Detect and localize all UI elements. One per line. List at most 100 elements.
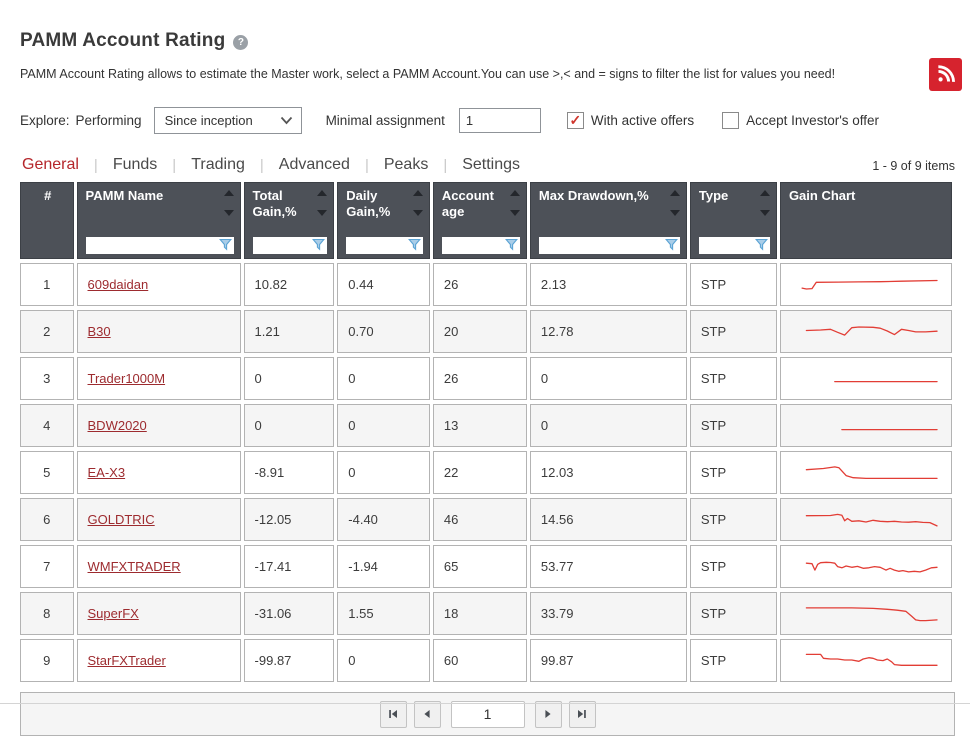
previous-page-button[interactable] (413, 700, 441, 728)
daily-gain-cell: 0 (337, 451, 430, 494)
period-select[interactable]: Since inception (153, 107, 302, 134)
column-header-age[interactable]: Account age (432, 182, 527, 259)
min-assignment-label: Minimal assignment (325, 113, 445, 128)
pamm-account-link[interactable]: StarFXTrader (87, 653, 166, 668)
arrow-left-icon (424, 710, 430, 718)
column-header-drawdown[interactable]: Max Drawdown,% (529, 182, 687, 259)
pamm-account-link[interactable]: WMFXTRADER (87, 559, 181, 574)
sort-arrows-icon[interactable] (669, 190, 680, 216)
tab-separator: | (443, 156, 448, 174)
filter-cell-age (441, 236, 520, 254)
performing-label: Performing (75, 113, 142, 128)
filter-input-drawdown[interactable] (538, 237, 680, 254)
last-page-button[interactable] (568, 700, 596, 728)
column-header-name[interactable]: PAMM Name (76, 182, 241, 259)
help-icon[interactable]: ? (233, 34, 249, 50)
type-cell: STP (689, 451, 777, 494)
min-assignment-input[interactable] (458, 108, 541, 133)
account-age-cell: 18 (432, 592, 527, 635)
first-page-button[interactable] (379, 700, 407, 728)
items-count: 1 - 9 of 9 items (872, 159, 955, 173)
accept-investor-offer-label: Accept Investor's offer (746, 113, 880, 128)
tab-general[interactable]: General (22, 156, 79, 173)
sort-arrows-icon[interactable] (509, 190, 520, 221)
filter-icon[interactable] (407, 238, 421, 251)
sort-desc-icon[interactable] (223, 210, 234, 216)
period-select-value: Since inception (164, 113, 253, 128)
column-label-name: PAMM Name (85, 188, 164, 203)
total-gain-cell: -99.87 (243, 639, 335, 682)
sort-asc-icon[interactable] (223, 190, 234, 196)
type-cell: STP (689, 263, 777, 306)
sort-asc-icon[interactable] (759, 190, 770, 196)
gain-chart-cell (779, 639, 952, 682)
column-header-daily_gain[interactable]: Daily Gain,% (337, 182, 430, 259)
sort-asc-icon[interactable] (669, 190, 680, 196)
sort-arrows-icon[interactable] (223, 190, 234, 216)
pamm-account-link[interactable]: BDW2020 (87, 418, 147, 433)
pamm-account-link[interactable]: EA-X3 (87, 465, 126, 480)
next-page-button[interactable] (534, 700, 562, 728)
tab-advanced[interactable]: Advanced (278, 156, 350, 173)
total-gain-cell: -8.91 (243, 451, 335, 494)
row-number-cell: 9 (20, 639, 74, 682)
table-header-row: # PAMM Name Total Gain,% Daily Gain,% Accoun… (20, 182, 952, 259)
rss-icon[interactable] (929, 58, 962, 91)
table-row: 6 GOLDTRIC -12.05 -4.40 46 14.56 STP (20, 498, 952, 541)
column-header-type[interactable]: Type (689, 182, 777, 259)
filter-input-daily_gain[interactable] (346, 237, 423, 254)
sort-desc-icon[interactable] (669, 210, 680, 216)
row-number-cell: 7 (20, 545, 74, 588)
table-body: 1 609daidan 10.82 0.44 26 2.13 STP 2 B30 1.21 0.70… (20, 263, 952, 682)
sort-asc-icon[interactable] (412, 190, 423, 196)
tab-peaks[interactable]: Peaks (383, 156, 429, 173)
total-gain-cell: -12.05 (243, 498, 335, 541)
type-cell: STP (689, 498, 777, 541)
sort-arrows-icon[interactable] (317, 190, 328, 221)
filter-icon[interactable] (218, 238, 232, 251)
filter-icon[interactable] (504, 238, 518, 251)
column-label-drawdown: Max Drawdown,% (538, 188, 649, 203)
pamm-account-link[interactable]: B30 (87, 324, 111, 339)
pamm-name-cell: EA-X3 (76, 451, 241, 494)
sort-arrows-icon[interactable] (759, 190, 770, 216)
with-active-offers-checkbox[interactable]: ✓ With active offers (566, 112, 694, 129)
sort-desc-icon[interactable] (412, 210, 423, 216)
pamm-account-link[interactable]: 609daidan (87, 277, 149, 292)
filter-input-name[interactable] (85, 237, 234, 254)
sort-asc-icon[interactable] (317, 190, 328, 196)
pamm-name-cell: GOLDTRIC (76, 498, 241, 541)
pamm-name-cell: WMFXTRADER (76, 545, 241, 588)
tab-separator: | (364, 156, 369, 174)
account-age-cell: 26 (432, 357, 527, 400)
pamm-account-link[interactable]: Trader1000M (87, 371, 166, 386)
pagination-bar (20, 692, 955, 736)
filter-input-age[interactable] (441, 237, 520, 254)
account-age-cell: 46 (432, 498, 527, 541)
seek-last-icon (578, 710, 586, 718)
filter-icon[interactable] (312, 238, 326, 251)
pamm-account-link[interactable]: SuperFX (87, 606, 139, 621)
account-age-cell: 13 (432, 404, 527, 447)
filter-icon[interactable] (754, 238, 768, 251)
gain-chart-cell (779, 263, 952, 306)
filter-icon[interactable] (664, 238, 678, 251)
tab-settings[interactable]: Settings (462, 156, 521, 173)
tab-trading[interactable]: Trading (191, 156, 245, 173)
filter-input-total_gain[interactable] (252, 237, 328, 254)
column-header-total_gain[interactable]: Total Gain,% (243, 182, 335, 259)
page-number-input[interactable] (450, 700, 525, 728)
sort-asc-icon[interactable] (509, 190, 520, 196)
sort-desc-icon[interactable] (759, 210, 770, 216)
column-header-num: # (20, 182, 74, 259)
pamm-account-link[interactable]: GOLDTRIC (87, 512, 155, 527)
page-description: PAMM Account Rating allows to estimate t… (20, 67, 836, 81)
row-number-cell: 6 (20, 498, 74, 541)
filter-input-type[interactable] (698, 237, 770, 254)
tab-funds[interactable]: Funds (112, 156, 158, 173)
sort-desc-icon[interactable] (509, 210, 520, 216)
daily-gain-cell: -1.94 (337, 545, 430, 588)
accept-investor-offer-checkbox[interactable]: Accept Investor's offer (722, 112, 879, 129)
sort-desc-icon[interactable] (317, 210, 328, 216)
sort-arrows-icon[interactable] (412, 190, 423, 221)
